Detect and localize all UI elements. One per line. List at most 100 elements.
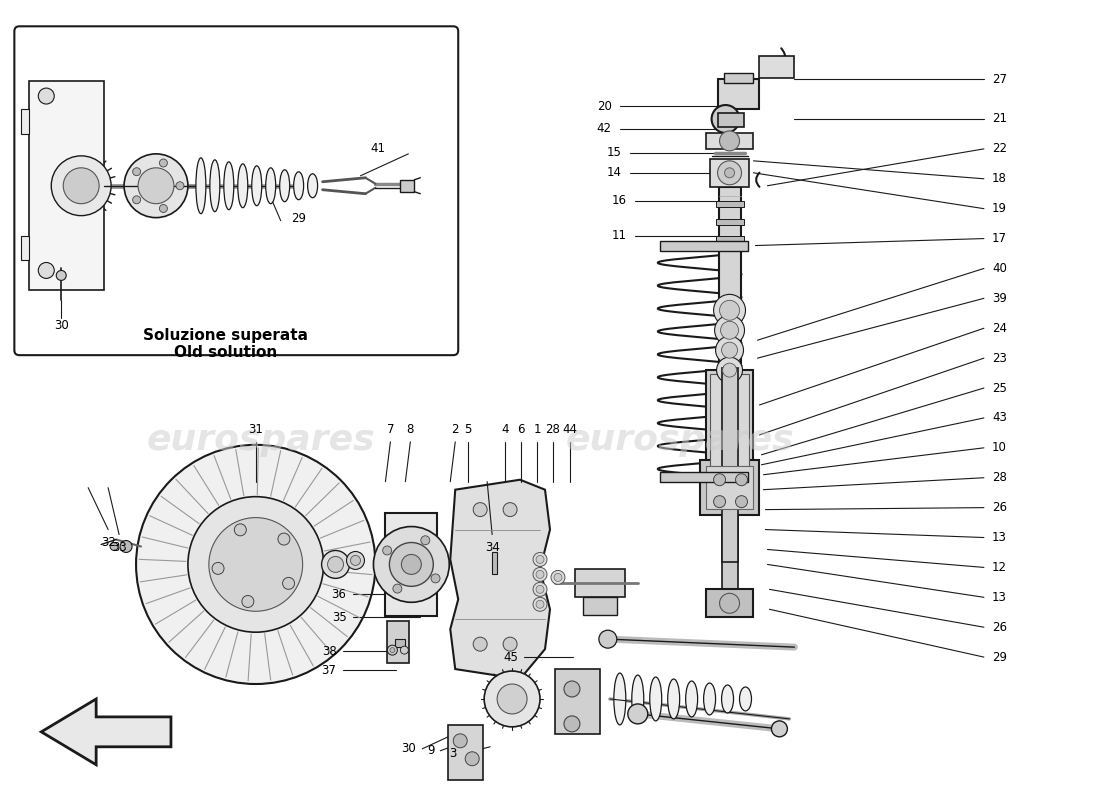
Circle shape xyxy=(473,502,487,517)
Text: eurospares: eurospares xyxy=(146,423,375,457)
Text: 23: 23 xyxy=(992,352,1007,365)
Ellipse shape xyxy=(614,673,626,725)
Circle shape xyxy=(212,562,224,574)
Text: 17: 17 xyxy=(992,232,1007,245)
Text: 21: 21 xyxy=(992,113,1007,126)
Circle shape xyxy=(484,671,540,727)
Text: 18: 18 xyxy=(992,172,1007,186)
Bar xyxy=(492,553,497,574)
Circle shape xyxy=(39,262,54,278)
Bar xyxy=(660,241,748,250)
Bar xyxy=(705,590,754,618)
Text: 13: 13 xyxy=(992,591,1007,604)
Circle shape xyxy=(52,156,111,216)
Text: 42: 42 xyxy=(597,122,612,135)
Circle shape xyxy=(564,681,580,697)
Bar xyxy=(710,159,749,186)
Circle shape xyxy=(536,600,544,608)
Text: 4: 4 xyxy=(502,423,509,436)
Text: 37: 37 xyxy=(321,663,337,677)
Text: 40: 40 xyxy=(992,262,1007,275)
Text: 7: 7 xyxy=(387,423,394,436)
Circle shape xyxy=(124,154,188,218)
Text: 28: 28 xyxy=(546,423,560,436)
Circle shape xyxy=(722,342,737,358)
Circle shape xyxy=(351,555,361,566)
Bar xyxy=(449,725,483,780)
Ellipse shape xyxy=(279,170,289,202)
Text: 2: 2 xyxy=(451,423,459,436)
Circle shape xyxy=(723,363,737,377)
Circle shape xyxy=(389,648,395,653)
Circle shape xyxy=(497,684,527,714)
Ellipse shape xyxy=(685,681,697,717)
Circle shape xyxy=(714,474,726,486)
Circle shape xyxy=(400,646,408,654)
Text: 44: 44 xyxy=(562,423,578,436)
Text: 22: 22 xyxy=(992,142,1007,155)
Circle shape xyxy=(725,168,735,178)
Circle shape xyxy=(63,168,99,204)
Circle shape xyxy=(712,105,739,133)
Text: 20: 20 xyxy=(597,99,612,113)
Text: 31: 31 xyxy=(249,423,263,436)
Text: 45: 45 xyxy=(503,650,518,664)
Text: 19: 19 xyxy=(992,202,1007,215)
Circle shape xyxy=(536,555,544,563)
Ellipse shape xyxy=(223,162,234,210)
Circle shape xyxy=(719,300,739,320)
Circle shape xyxy=(431,574,440,583)
Text: 1: 1 xyxy=(534,423,541,436)
Polygon shape xyxy=(450,480,550,679)
Ellipse shape xyxy=(739,687,751,711)
Text: 11: 11 xyxy=(612,229,627,242)
Circle shape xyxy=(387,645,397,655)
Circle shape xyxy=(719,131,739,151)
Circle shape xyxy=(56,270,66,281)
Text: 27: 27 xyxy=(992,73,1007,86)
Circle shape xyxy=(383,546,392,555)
Ellipse shape xyxy=(668,679,680,719)
Circle shape xyxy=(421,536,430,545)
Circle shape xyxy=(133,168,141,176)
Bar xyxy=(716,218,744,225)
Ellipse shape xyxy=(238,164,248,208)
Circle shape xyxy=(234,524,246,536)
Bar xyxy=(705,370,754,470)
Bar xyxy=(387,622,409,663)
Bar xyxy=(385,513,438,616)
Circle shape xyxy=(598,630,617,648)
Circle shape xyxy=(534,553,547,566)
Text: 35: 35 xyxy=(332,610,346,624)
Circle shape xyxy=(717,161,741,185)
Circle shape xyxy=(136,445,375,684)
Bar xyxy=(710,374,749,466)
Circle shape xyxy=(716,357,742,383)
Circle shape xyxy=(328,557,343,572)
Text: 30: 30 xyxy=(402,742,416,755)
Bar xyxy=(722,514,737,594)
Circle shape xyxy=(536,586,544,594)
Text: 15: 15 xyxy=(607,146,621,159)
Bar xyxy=(718,186,740,371)
Circle shape xyxy=(551,570,565,584)
Ellipse shape xyxy=(704,683,716,715)
Text: 26: 26 xyxy=(992,501,1007,514)
Text: eurospares: eurospares xyxy=(565,423,794,457)
Text: 14: 14 xyxy=(607,166,621,179)
Bar xyxy=(717,79,759,109)
Text: 16: 16 xyxy=(612,194,627,207)
Text: 34: 34 xyxy=(485,541,499,554)
Bar xyxy=(30,81,105,290)
Circle shape xyxy=(402,554,421,574)
Text: 13: 13 xyxy=(992,531,1007,544)
Circle shape xyxy=(39,88,54,104)
Text: 28: 28 xyxy=(992,471,1007,484)
Circle shape xyxy=(188,497,323,632)
Circle shape xyxy=(160,159,167,167)
Bar xyxy=(716,235,744,242)
Ellipse shape xyxy=(196,158,206,214)
Circle shape xyxy=(160,205,167,213)
Circle shape xyxy=(771,721,788,737)
Ellipse shape xyxy=(252,166,262,206)
